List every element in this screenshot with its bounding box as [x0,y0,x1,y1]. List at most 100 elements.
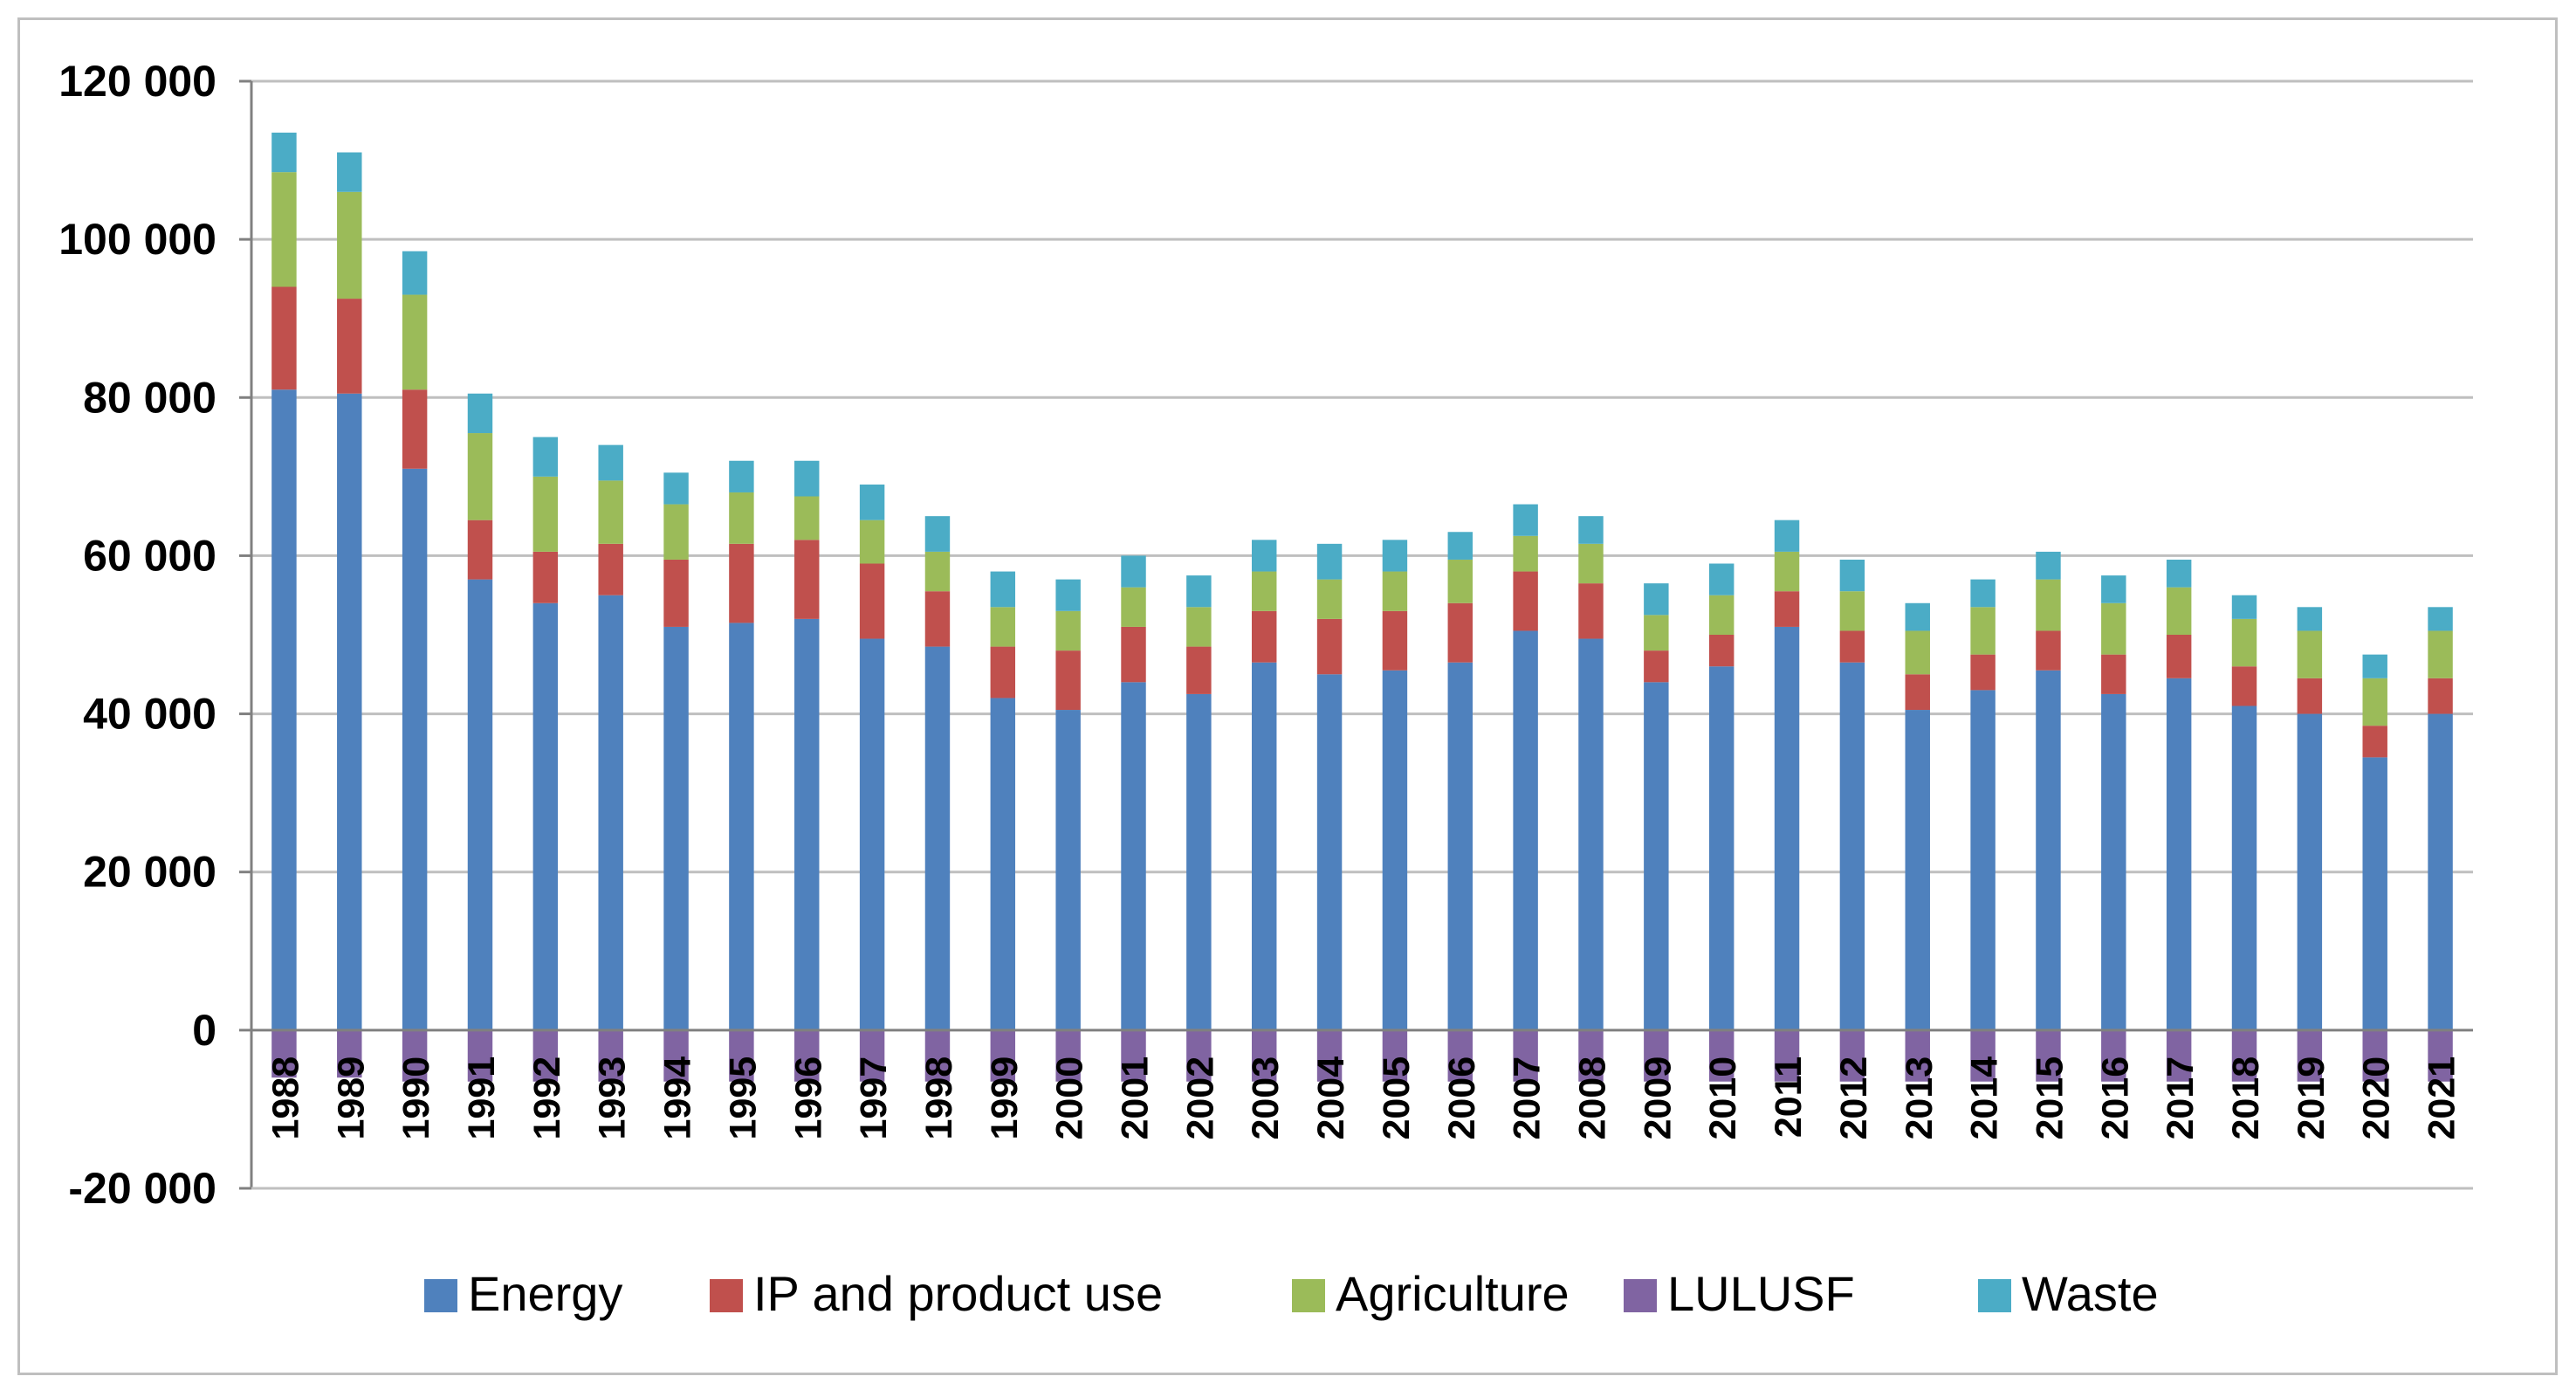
bar-energy-1991 [467,579,493,1030]
bar-lulusf-2004 [1316,1029,1343,1082]
bar-agriculture-1997 [859,520,885,564]
bar-ip-and-product-use-1992 [532,551,559,603]
bar-energy-2020 [2362,757,2387,1030]
bar-waste-2021 [2428,607,2453,631]
bar-energy-1992 [532,602,559,1030]
bar-energy-2015 [2036,670,2061,1030]
bar-ip-and-product-use-2010 [1708,635,1735,667]
bar-agriculture-2001 [1121,587,1146,627]
bar-agriculture-1995 [729,492,754,544]
bar-ip-and-product-use-2004 [1316,618,1343,675]
bar-waste-2017 [2166,559,2192,588]
x-tick-label: 1999 [984,1056,1026,1140]
legend-label-lulusf: LULUSF [1667,1266,1855,1321]
bars [271,132,2453,1082]
x-tick-label: 1991 [461,1056,503,1140]
bar-energy-1997 [859,638,885,1030]
bar-waste-2001 [1121,555,1146,588]
bar-lulusf-1989 [337,1029,362,1078]
bar-energy-1993 [598,595,623,1030]
bar-agriculture-2006 [1447,559,1473,603]
bar-waste-2008 [1578,516,1604,544]
bar-agriculture-2007 [1513,535,1538,572]
bar-agriculture-2013 [1905,630,1930,675]
bar-ip-and-product-use-1998 [924,591,951,647]
bar-lulusf-1993 [598,1029,623,1082]
bar-lulusf-2005 [1382,1029,1408,1082]
x-tick-label: 1998 [918,1056,960,1140]
bar-energy-1990 [402,468,428,1030]
bar-agriculture-2014 [1970,607,1996,655]
x-axis-year-labels: 1988 1989 1990 1991 1992 1993 1994 1995 1996 1997… [264,1056,2463,1140]
bar-energy-2019 [2297,713,2323,1030]
bar-agriculture-2003 [1251,571,1277,611]
bar-waste-2002 [1186,575,1212,608]
bar-lulusf-2000 [1055,1029,1081,1082]
bar-ip-and-product-use-1996 [794,540,820,619]
bar-lulusf-2021 [2428,1029,2453,1082]
bar-ip-and-product-use-2006 [1447,602,1473,663]
gridlines [251,79,2473,1190]
bar-energy-2021 [2428,713,2453,1030]
legend-swatch-agriculture [1292,1279,1325,1312]
bar-ip-and-product-use-1991 [467,520,493,580]
x-tick-label: 2002 [1179,1056,1221,1140]
x-tick-label: 2016 [2094,1056,2136,1140]
bar-lulusf-2015 [2036,1029,2061,1082]
bar-waste-2014 [1970,579,1996,608]
x-tick-label: 2018 [2225,1056,2267,1140]
x-tick-label: 2009 [1637,1056,1679,1140]
x-tick-label: 2020 [2356,1056,2398,1140]
bar-waste-1994 [663,472,689,505]
bar-waste-2004 [1316,543,1343,580]
bar-lulusf-2017 [2166,1029,2192,1082]
chart-frame: -20 000 0 20 000 40 000 60 000 80 000 100 000 1… [17,17,2558,1375]
bar-waste-2015 [2036,551,2061,580]
bar-energy-2003 [1251,662,1277,1030]
bar-lulusf-1997 [859,1029,885,1082]
y-tick-label: 20 000 [83,848,216,897]
x-tick-label: 2007 [1507,1056,1549,1140]
bar-agriculture-2011 [1774,551,1800,592]
bar-lulusf-1990 [402,1029,428,1082]
bar-ip-and-product-use-2021 [2428,678,2453,714]
legend-swatch-ip-and-product-use [710,1279,743,1312]
bar-energy-2005 [1382,670,1408,1030]
bar-waste-2018 [2231,595,2257,619]
bar-lulusf-2007 [1513,1029,1538,1082]
bar-lulusf-2018 [2231,1029,2257,1082]
bar-lulusf-2012 [1839,1029,1865,1082]
legend-swatch-energy [424,1279,457,1312]
bar-lulusf-1998 [924,1029,951,1082]
bar-waste-1993 [598,444,623,481]
bar-ip-and-product-use-2007 [1513,571,1538,631]
bar-agriculture-2009 [1644,615,1669,651]
bar-energy-2018 [2231,705,2257,1030]
bar-ip-and-product-use-1990 [402,389,428,469]
bar-agriculture-2012 [1839,591,1865,631]
y-tick-label: 60 000 [83,531,216,580]
x-tick-label: 2010 [1702,1056,1744,1140]
bar-agriculture-1993 [598,480,623,544]
bar-energy-1995 [729,623,754,1030]
x-tick-label: 2001 [1115,1056,1157,1140]
x-tick-label: 2012 [1833,1056,1875,1140]
bar-lulusf-2001 [1121,1029,1146,1082]
bar-energy-1989 [337,393,362,1030]
bar-waste-1989 [337,152,362,192]
bar-ip-and-product-use-2017 [2166,635,2192,678]
bar-energy-2010 [1708,666,1735,1030]
x-tick-label: 2006 [1441,1056,1483,1140]
bar-ip-and-product-use-2011 [1774,591,1800,627]
bar-ip-and-product-use-2009 [1644,650,1669,683]
bar-ip-and-product-use-1989 [337,299,362,394]
bar-lulusf-2020 [2362,1029,2387,1082]
bar-waste-2019 [2297,607,2323,631]
x-tick-label: 2004 [1310,1056,1352,1140]
x-tick-label: 1989 [330,1056,372,1140]
bar-energy-1994 [663,626,689,1030]
bar-waste-2011 [1774,520,1800,552]
x-tick-label: 1994 [657,1056,699,1140]
x-tick-label: 1988 [264,1056,306,1140]
bar-waste-2020 [2362,654,2387,678]
